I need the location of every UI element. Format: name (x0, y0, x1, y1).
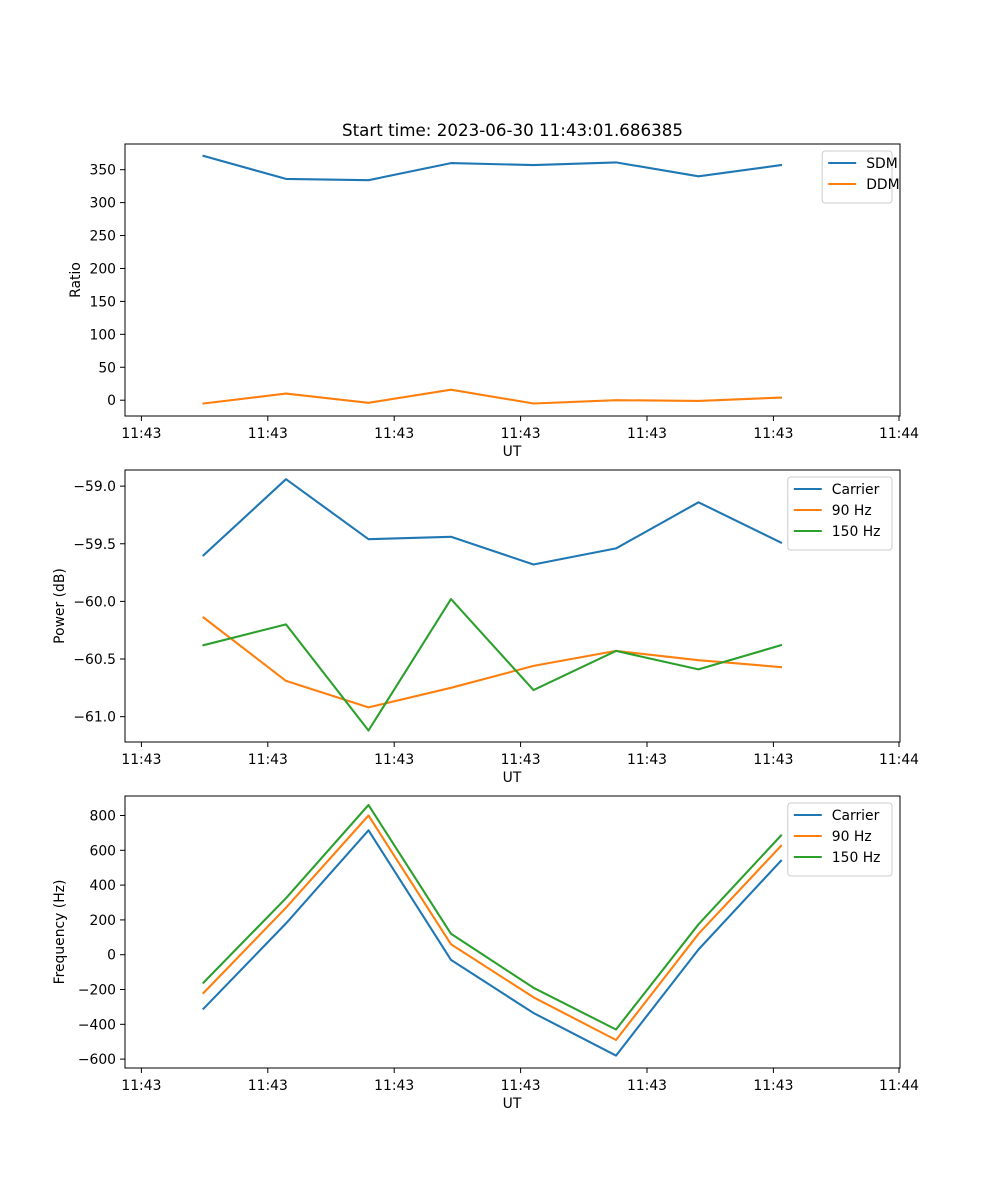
x-tick-label: 11:43 (627, 752, 667, 768)
x-tick-label: 11:43 (121, 752, 161, 768)
chart-title: Start time: 2023-06-30 11:43:01.686385 (342, 120, 683, 140)
y-tick-label: −61.0 (73, 710, 116, 726)
plot-frame (124, 143, 901, 417)
x-axis-label: UT (503, 1096, 522, 1112)
chart-panel-1: Start time: 2023-06-30 11:43:01.686385 11… (68, 120, 919, 460)
legend-item: SDM (828, 156, 898, 172)
y-tick-label: 200 (89, 913, 116, 929)
x-tick-label: 11:43 (374, 426, 414, 442)
plot-frame (124, 469, 901, 743)
legend-label: Carrier (832, 482, 880, 498)
legend-item: 90 Hz (793, 503, 872, 519)
y-tick-label: −59.0 (73, 479, 116, 495)
y-axis-label: Frequency (Hz) (52, 880, 68, 985)
y-tick-label: −200 (78, 983, 116, 999)
legend-label: DDM (866, 177, 899, 193)
chart-panel-3: 11:43 11:43 11:43 11:43 11:43 11:43 11:44 −600 −… (52, 795, 919, 1112)
legend-item: DDM (828, 177, 900, 193)
x-tick-label: 11:43 (248, 1078, 288, 1094)
plot-frame (124, 795, 901, 1069)
legend: Carrier 90 Hz 150 Hz (787, 802, 893, 877)
x-tick-label: 11:43 (753, 1078, 793, 1094)
x-tick-label: 11:43 (121, 426, 161, 442)
x-axis-label: UT (503, 770, 522, 786)
legend-item: 150 Hz (793, 850, 881, 866)
series-line-carrier (202, 829, 783, 1057)
y-tick-label: 100 (89, 327, 116, 343)
x-tick-label: 11:43 (753, 752, 793, 768)
x-tick-label: 11:43 (121, 1078, 161, 1094)
y-tick-label: 150 (89, 294, 116, 310)
series-line-sdm (202, 154, 783, 182)
legend: Carrier 90 Hz 150 Hz (787, 476, 893, 551)
y-axis-label: Ratio (68, 262, 84, 298)
y-tick-label: 0 (107, 393, 116, 409)
chart-panel-2: 11:43 11:43 11:43 11:43 11:43 11:43 11:44 −61.0… (52, 469, 919, 786)
y-tick-label: −600 (78, 1052, 116, 1068)
legend-label: 150 Hz (832, 850, 881, 866)
series-line-150-hz (202, 803, 783, 1031)
legend-label: 90 Hz (832, 503, 872, 519)
legend-label: Carrier (832, 808, 880, 824)
x-tick-label: 11:43 (501, 752, 541, 768)
x-axis-label: UT (503, 444, 522, 460)
legend-item: 90 Hz (793, 829, 872, 845)
y-tick-label: 50 (98, 360, 116, 376)
x-tick-label: 11:43 (248, 752, 288, 768)
legend-label: 150 Hz (832, 524, 881, 540)
y-tick-label: 800 (89, 808, 116, 824)
y-tick-label: 400 (89, 878, 116, 894)
legend-item: 150 Hz (793, 524, 881, 540)
series-line-90-hz (202, 616, 783, 709)
series-line-ddm (202, 388, 783, 405)
y-tick-label: 250 (89, 229, 116, 245)
legend-item: Carrier (793, 482, 880, 498)
x-tick-label: 11:43 (753, 426, 793, 442)
y-tick-label: −400 (78, 1017, 116, 1033)
legend-label: SDM (866, 156, 898, 172)
y-tick-label: 600 (89, 843, 116, 859)
y-tick-label: 0 (107, 948, 116, 964)
x-tick-label: 11:43 (627, 426, 667, 442)
x-tick-label: 11:43 (501, 426, 541, 442)
x-tick-label: 11:43 (627, 1078, 667, 1094)
x-tick-label: 11:43 (248, 426, 288, 442)
series-line-carrier (202, 478, 783, 566)
x-tick-label: 11:44 (879, 752, 919, 768)
y-tick-label: 300 (89, 196, 116, 212)
x-tick-label: 11:43 (374, 752, 414, 768)
y-tick-label: −60.5 (73, 652, 116, 668)
x-tick-label: 11:44 (879, 426, 919, 442)
x-tick-label: 11:44 (879, 1078, 919, 1094)
legend-item: Carrier (793, 808, 880, 824)
series-line-90-hz (202, 814, 783, 1042)
y-tick-label: −59.5 (73, 537, 116, 553)
y-tick-label: 200 (89, 261, 116, 277)
legend-label: 90 Hz (832, 829, 872, 845)
x-tick-label: 11:43 (374, 1078, 414, 1094)
y-axis-label: Power (dB) (52, 568, 68, 644)
x-tick-label: 11:43 (501, 1078, 541, 1094)
legend: SDM DDM (821, 150, 900, 204)
y-tick-label: −60.0 (73, 594, 116, 610)
series-line-150-hz (202, 598, 783, 732)
y-tick-label: 350 (89, 163, 116, 179)
